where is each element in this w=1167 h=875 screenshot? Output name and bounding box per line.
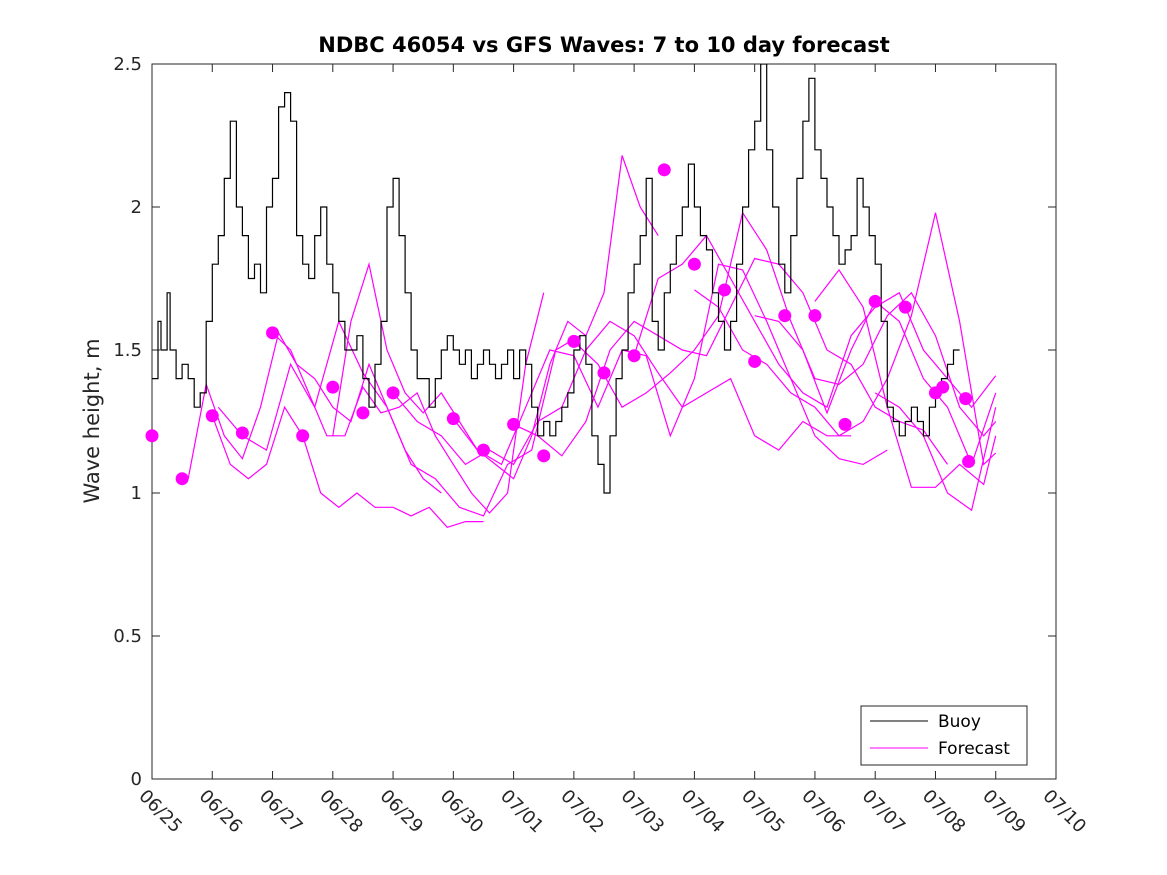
forecast-marker [567,334,581,348]
forecast-marker [627,349,641,363]
forecast-marker [326,380,340,394]
legend-forecast-label: Forecast [938,739,1010,759]
forecast-series-line [573,211,997,437]
forecast-marker [537,449,551,463]
forecast-marker [778,309,792,323]
forecast-marker [597,366,611,380]
forecast-series-line [452,263,888,466]
forecast-marker [476,443,490,457]
forecast-series-line [694,212,997,466]
y-tick-label: 0 [131,769,142,790]
y-tick-label: 1 [131,483,142,504]
buoy-series-line [152,64,960,494]
legend-buoy-label: Buoy [938,712,981,732]
forecast-marker [808,309,822,323]
y-tick-label: 0.5 [113,626,142,647]
forecast-series-line [332,155,659,480]
forecast-marker [145,429,159,443]
forecast-series-line [272,292,545,514]
forecast-marker [657,163,671,177]
forecast-series-line [392,320,852,466]
forecast-marker [868,294,882,308]
forecast-marker [266,326,280,340]
forecast-marker [962,455,976,469]
forecast-marker [356,406,370,420]
forecast-marker [959,392,973,406]
forecast-marker [205,409,219,423]
forecast-marker [718,283,732,297]
forecast-series-line [513,257,948,465]
y-tick-label: 2 [131,197,142,218]
forecast-marker [446,412,460,426]
forecast-series-line [217,319,581,517]
forecast-series-line [211,405,484,528]
y-tick-label: 1.5 [113,340,142,361]
legend: Buoy Forecast [860,705,1028,766]
forecast-marker [296,429,310,443]
forecast-marker [687,257,701,271]
forecast-marker [898,300,912,314]
forecast-series-line [633,234,997,409]
legend-box [860,705,1028,766]
forecast-marker [235,426,249,440]
y-axis-label: Wave height, m [80,338,104,503]
forecast-marker [936,380,950,394]
y-tick-label: 2.5 [113,54,142,75]
forecast-series-line [814,268,997,488]
chart-title: NDBC 46054 vs GFS Waves: 7 to 10 day for… [318,33,889,57]
forecast-series-line [874,392,997,512]
forecast-marker [386,386,400,400]
forecast-marker [175,472,189,486]
forecast-marker [748,354,762,368]
forecast-marker [838,417,852,431]
forecast-marker [507,417,521,431]
axes-frame [151,63,1057,780]
